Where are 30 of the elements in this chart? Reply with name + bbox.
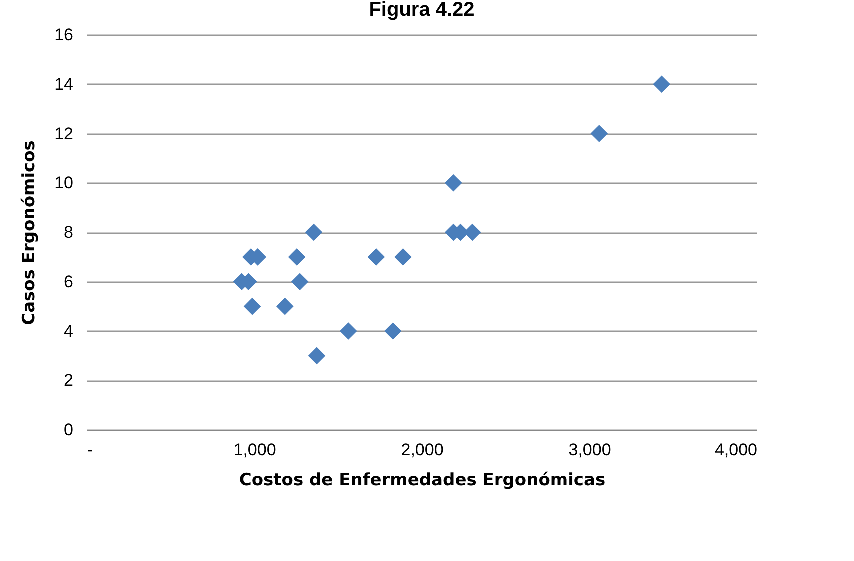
y-tick-label: 8 [64, 223, 74, 242]
y-tick-label: 10 [54, 174, 74, 193]
point [384, 322, 402, 340]
x-tick-label: 4,000 [714, 440, 758, 460]
y-tick-label: 12 [54, 124, 74, 144]
point [368, 248, 386, 266]
point [394, 248, 412, 266]
y-tick-label: 4 [64, 322, 74, 341]
x-tick-label: 1,000 [234, 440, 276, 460]
point [653, 76, 671, 94]
x-tick-label: 2,000 [401, 440, 444, 460]
y-tick-label: 14 [54, 74, 74, 94]
y-tick-label: 2 [64, 371, 74, 390]
y-tick-label: 6 [64, 272, 74, 292]
y-axis-title: Casos Ergonómicos [20, 140, 40, 326]
point [276, 298, 294, 316]
x-tick-label: - [88, 440, 94, 460]
point [288, 248, 306, 266]
point [590, 125, 608, 142]
point [445, 174, 462, 192]
x-tick-label: 3,000 [568, 440, 612, 460]
y-tick-label: 16 [54, 26, 74, 44]
x-axis-title: Costos de Enfermedades Ergonómicas [239, 470, 606, 490]
point [305, 224, 323, 242]
point [291, 273, 309, 291]
point [340, 322, 358, 340]
point [308, 347, 326, 365]
chart-title: Figura 4.22 [369, 0, 475, 21]
y-tick-label: 0 [64, 420, 74, 440]
point [244, 298, 262, 316]
